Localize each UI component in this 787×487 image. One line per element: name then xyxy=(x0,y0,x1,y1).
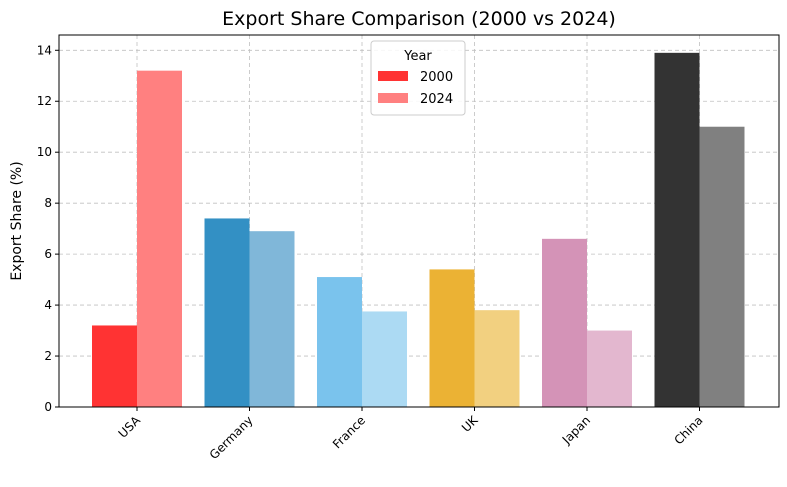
plot-frame xyxy=(58,34,780,408)
bars xyxy=(92,52,745,408)
bar-usa-2000 xyxy=(92,325,137,407)
y-tick-label: 4 xyxy=(44,298,52,312)
legend-label-2000: 2000 xyxy=(420,70,453,85)
y-tick-label: 6 xyxy=(44,247,52,261)
legend-swatch-2000 xyxy=(378,71,408,81)
y-tick-label: 14 xyxy=(37,43,52,57)
bar-usa-2024 xyxy=(137,70,182,407)
y-tick-label: 12 xyxy=(37,94,52,108)
legend-swatch-2024 xyxy=(378,93,408,103)
y-axis-ticks: 0 2 4 6 8 10 12 14 xyxy=(37,43,59,414)
x-tick-label-france: France xyxy=(330,413,368,451)
legend-title: Year xyxy=(403,49,432,64)
bar-china-2024 xyxy=(699,126,745,408)
y-axis-title: Export Share (%) xyxy=(9,161,25,280)
x-tick-label-china: China xyxy=(671,413,705,447)
y-tick-label: 10 xyxy=(37,145,52,159)
y-tick-label: 8 xyxy=(44,196,52,210)
bar-japan-2000 xyxy=(542,238,587,407)
y-tick-label: 2 xyxy=(44,349,52,363)
x-tick-label-usa: USA xyxy=(116,413,144,441)
legend-label-2024: 2024 xyxy=(420,92,453,107)
bar-germany-2024 xyxy=(249,231,295,407)
bar-france-2000 xyxy=(317,277,362,407)
y-tick-label: 0 xyxy=(44,400,52,414)
x-tick-label-germany: Germany xyxy=(207,413,256,462)
x-tick-label-uk: UK xyxy=(459,412,481,434)
bar-uk-2000 xyxy=(429,269,475,407)
x-axis-ticks: USA Germany France UK Japan China xyxy=(116,407,706,462)
bar-france-2024 xyxy=(362,311,407,407)
chart-title: Export Share Comparison (2000 vs 2024) xyxy=(222,8,616,30)
bar-germany-2000 xyxy=(204,218,250,407)
legend: Year 2000 2024 xyxy=(370,40,466,116)
bar-uk-2024 xyxy=(474,310,520,407)
bar-china-2000 xyxy=(654,52,700,407)
x-tick-label-japan: Japan xyxy=(559,413,593,447)
bar-japan-2024 xyxy=(587,330,632,407)
